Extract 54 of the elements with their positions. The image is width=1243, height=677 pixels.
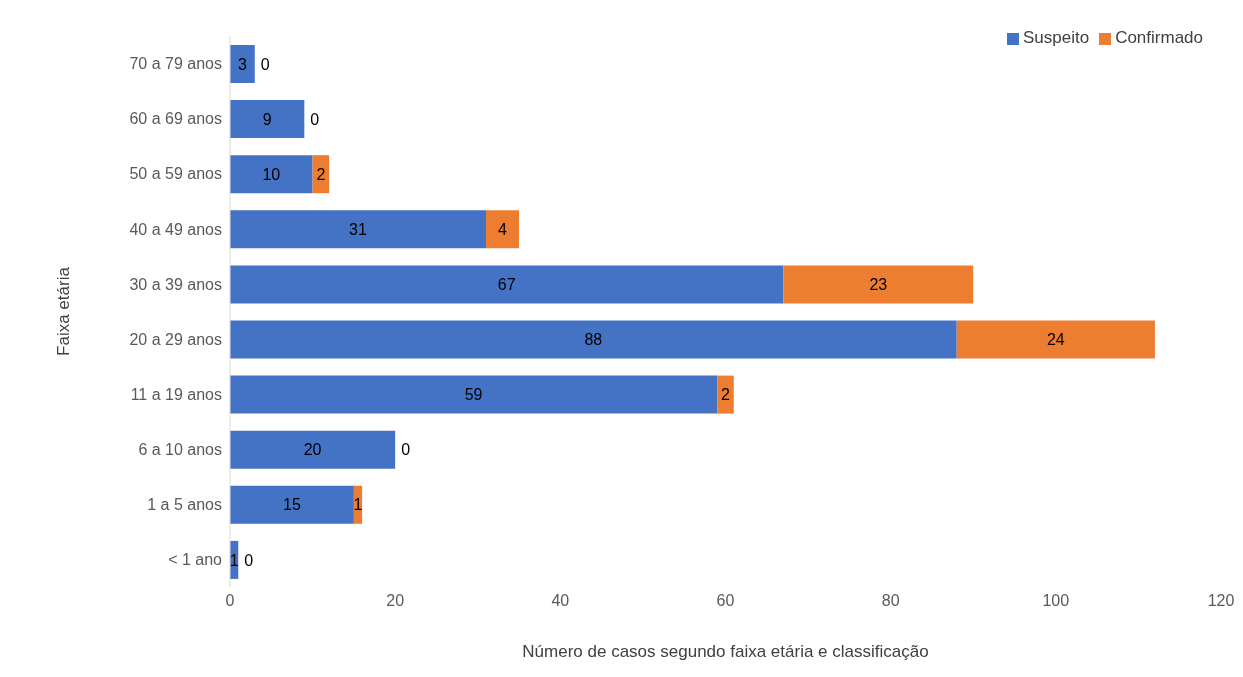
y-tick-label: 11 a 19 anos	[130, 385, 222, 403]
x-axis-title: Número de casos segundo faixa etária e classificação	[522, 642, 929, 661]
x-tick-label: 0	[225, 592, 235, 610]
bar	[230, 100, 305, 139]
y-tick-label: 50 a 59 anos	[129, 165, 222, 183]
data-label: 88	[584, 331, 603, 349]
y-tick-label: 30 a 39 anos	[129, 275, 222, 293]
x-tick-label: 20	[386, 592, 405, 610]
data-label: 0	[310, 110, 320, 128]
x-tick-label: 40	[551, 592, 570, 610]
bar	[956, 320, 1155, 359]
data-label: 10	[262, 165, 281, 183]
bar	[717, 375, 734, 414]
y-tick-label: 20 a 29 anos	[129, 330, 222, 348]
data-label: 20	[303, 441, 322, 459]
x-tick-label: 60	[716, 592, 735, 610]
legend-label: Confirmado	[1115, 28, 1203, 47]
y-axis-title: Faixa etária	[54, 266, 74, 356]
bar	[230, 45, 255, 83]
data-label: 1	[353, 496, 363, 514]
y-tick-label: 40 a 49 anos	[129, 220, 222, 238]
data-label: 3	[237, 55, 247, 73]
data-label: 1	[229, 551, 239, 569]
data-label: 4	[498, 220, 508, 238]
data-label: 2	[316, 165, 326, 183]
bar	[486, 210, 520, 249]
legend-label: Suspeito	[1022, 28, 1090, 47]
data-label: 24	[1046, 331, 1065, 349]
data-label: 0	[401, 441, 411, 459]
data-label: 9	[262, 110, 272, 128]
bar	[230, 430, 396, 469]
data-label: 59	[464, 386, 483, 404]
y-tick-label: < 1 ano	[168, 551, 223, 569]
y-tick-label: 70 a 79 anos	[129, 55, 222, 73]
x-tick-label: 120	[1207, 592, 1235, 610]
bar	[230, 375, 718, 414]
data-label: 15	[283, 496, 301, 514]
data-label: 0	[260, 55, 270, 73]
bar	[783, 265, 974, 304]
x-tick-label: 100	[1042, 592, 1070, 610]
data-label: 2	[721, 386, 731, 404]
bar	[230, 265, 784, 304]
bar	[230, 485, 354, 524]
y-tick-label: 6 a 10 anos	[138, 440, 222, 458]
data-label: 31	[349, 220, 367, 238]
bar	[230, 210, 487, 249]
data-label: 0	[244, 551, 254, 569]
bar	[230, 320, 957, 359]
y-tick-label: 60 a 69 anos	[129, 110, 222, 128]
data-label: 67	[497, 276, 516, 293]
data-label: 23	[869, 276, 888, 293]
y-tick-label: 1 a 5 anos	[147, 496, 222, 514]
bar	[230, 155, 313, 194]
x-tick-label: 80	[881, 592, 900, 610]
